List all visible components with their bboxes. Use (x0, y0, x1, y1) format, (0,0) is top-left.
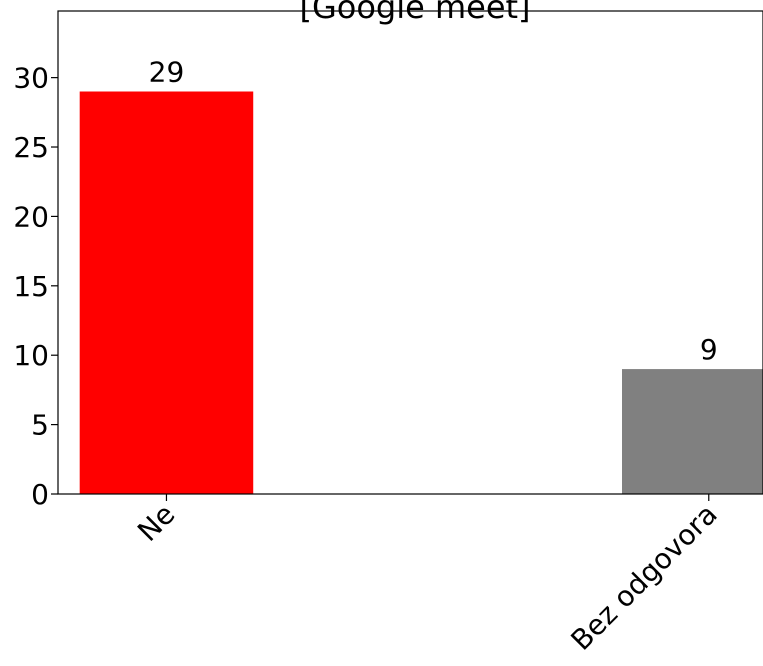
bar (622, 369, 763, 494)
y-tick-label: 10 (13, 339, 49, 372)
chart-title: [Google meet] (299, 0, 530, 26)
y-tick-label: 25 (13, 131, 49, 164)
plot-area: 0 5 10 15 20 25 30 29 Ne 9 Bez odgovora (13, 56, 763, 657)
y-tick-label: 20 (13, 200, 49, 233)
y-tick-label: 15 (13, 270, 49, 303)
bar-data-label: 29 (149, 56, 185, 89)
axes-frame (57, 10, 763, 495)
x-tick-label: Ne (131, 498, 181, 548)
y-tick-label: 5 (31, 409, 49, 442)
bar-data-label: 9 (700, 333, 718, 366)
x-tick-label: Bez odgovora (564, 498, 723, 657)
bar (79, 91, 254, 494)
y-tick-label: 30 (13, 62, 49, 95)
y-tick-label: 0 (31, 478, 49, 511)
